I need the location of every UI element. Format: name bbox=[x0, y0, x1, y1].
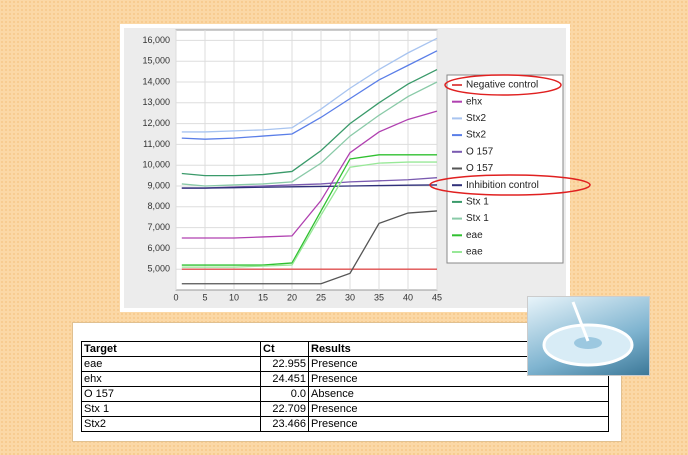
header-cell: Target bbox=[82, 342, 261, 357]
table-cell: 22.709 bbox=[261, 402, 309, 417]
legend-label: Stx2 bbox=[466, 130, 486, 141]
legend-label: ehx bbox=[466, 96, 482, 107]
y-tick-label: 9,000 bbox=[147, 180, 170, 190]
x-tick-label: 40 bbox=[403, 292, 413, 302]
header-cell: Ct bbox=[261, 342, 309, 357]
y-tick-label: 5,000 bbox=[147, 264, 170, 274]
y-tick-label: 8,000 bbox=[147, 201, 170, 211]
table-cell: eae bbox=[82, 357, 261, 372]
table-cell: Presence bbox=[309, 417, 609, 432]
legend-label: Stx 1 bbox=[466, 213, 489, 224]
y-tick-label: 10,000 bbox=[142, 160, 170, 170]
plot-area bbox=[176, 30, 437, 290]
x-tick-label: 10 bbox=[229, 292, 239, 302]
legend-label: O 157 bbox=[466, 163, 494, 174]
y-tick-label: 7,000 bbox=[147, 222, 170, 232]
x-tick-label: 25 bbox=[316, 292, 326, 302]
x-tick-label: 35 bbox=[374, 292, 384, 302]
y-tick-label: 15,000 bbox=[142, 56, 170, 66]
x-tick-label: 15 bbox=[258, 292, 268, 302]
legend-label: Negative control bbox=[466, 80, 538, 91]
x-tick-label: 5 bbox=[202, 292, 207, 302]
legend-label: eae bbox=[466, 247, 483, 258]
table-cell: O 157 bbox=[82, 387, 261, 402]
legend-label: eae bbox=[466, 230, 483, 241]
legend-label: Stx 1 bbox=[466, 197, 489, 208]
x-tick-label: 45 bbox=[432, 292, 442, 302]
legend bbox=[447, 75, 563, 263]
table-cell: 22.955 bbox=[261, 357, 309, 372]
x-tick-label: 30 bbox=[345, 292, 355, 302]
chip-illustration bbox=[528, 297, 649, 375]
table-cell: 0.0 bbox=[261, 387, 309, 402]
legend-label: O 157 bbox=[466, 146, 494, 157]
y-tick-label: 14,000 bbox=[142, 76, 170, 86]
table-cell: Absence bbox=[309, 387, 609, 402]
x-tick-label: 0 bbox=[173, 292, 178, 302]
table-cell: Stx 1 bbox=[82, 402, 261, 417]
legend-label: Inhibition control bbox=[466, 180, 539, 191]
y-tick-label: 16,000 bbox=[142, 35, 170, 45]
table-cell: Stx2 bbox=[82, 417, 261, 432]
page: 5,000 6,000 7,000 8,000 9,000 10,000 11,000 12,… bbox=[0, 0, 688, 455]
x-tick-label: 20 bbox=[287, 292, 297, 302]
y-tick-label: 13,000 bbox=[142, 97, 170, 107]
table-cell: 24.451 bbox=[261, 372, 309, 387]
legend-label: Stx2 bbox=[466, 113, 486, 124]
chart: 5,000 6,000 7,000 8,000 9,000 10,000 11,000 12,… bbox=[0, 0, 688, 320]
table-cell: ehx bbox=[82, 372, 261, 387]
y-tick-label: 12,000 bbox=[142, 118, 170, 128]
y-tick-label: 6,000 bbox=[147, 243, 170, 253]
table-cell: 23.466 bbox=[261, 417, 309, 432]
table-cell: Presence bbox=[309, 402, 609, 417]
chip-image bbox=[527, 296, 650, 376]
y-tick-label: 11,000 bbox=[143, 139, 170, 149]
